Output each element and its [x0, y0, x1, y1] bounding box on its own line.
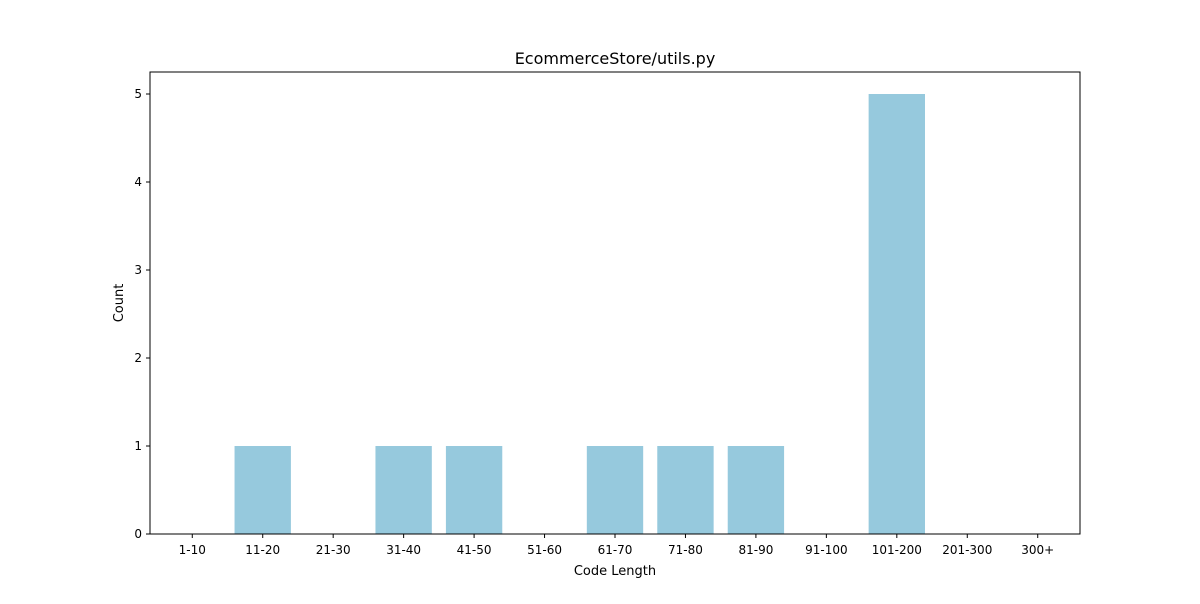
x-tick-label: 41-50 [457, 543, 492, 557]
x-tick-label: 21-30 [316, 543, 351, 557]
bar-31-40 [375, 446, 432, 534]
x-tick-label: 61-70 [598, 543, 633, 557]
bar-61-70 [586, 446, 644, 534]
y-axis: 0 1 2 3 4 5 [134, 87, 150, 541]
y-axis-label: Count [112, 284, 127, 323]
x-tick-label: 31-40 [386, 543, 421, 557]
x-tick-label: 71-80 [668, 543, 703, 557]
x-axis: 1-10 11-20 21-30 31-40 41-50 51-60 61-70 71-80 8… [179, 534, 1054, 557]
bar-11-20 [234, 446, 291, 534]
y-tick-label: 0 [134, 527, 142, 541]
x-tick-label: 81-90 [738, 543, 773, 557]
x-tick-label: 11-20 [245, 543, 280, 557]
bar-41-50 [445, 446, 503, 534]
bar-101-200 [868, 94, 925, 534]
x-tick-label: 91-100 [805, 543, 848, 557]
x-tick-label: 1-10 [179, 543, 206, 557]
x-tick-label: 201-300 [942, 543, 992, 557]
x-axis-label: Code Length [574, 564, 656, 579]
bar-81-90 [727, 446, 785, 534]
y-tick-label: 3 [134, 263, 142, 277]
y-tick-label: 4 [134, 175, 142, 189]
y-tick-label: 1 [134, 439, 142, 453]
x-tick-label: 300+ [1021, 543, 1054, 557]
y-tick-label: 2 [134, 351, 142, 365]
x-tick-label: 101-200 [872, 543, 922, 557]
x-tick-label: 51-60 [527, 543, 562, 557]
bars-layer [234, 94, 925, 534]
chart-title: EcommerceStore/utils.py [515, 49, 716, 68]
y-tick-label: 5 [134, 87, 142, 101]
bar-71-80 [657, 446, 714, 534]
